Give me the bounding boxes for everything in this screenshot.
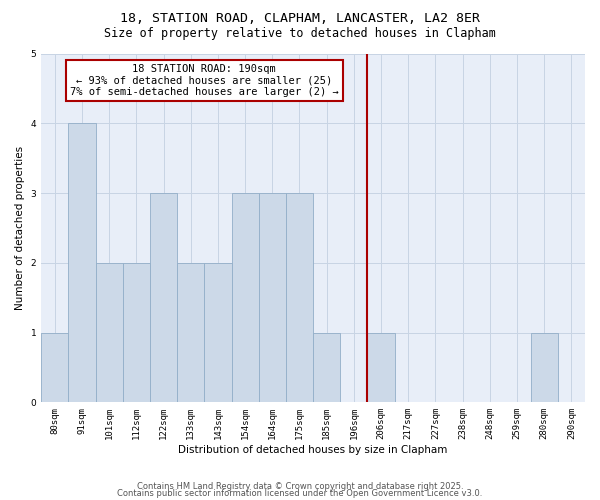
Bar [150,193,177,402]
Bar [177,263,205,402]
X-axis label: Distribution of detached houses by size in Clapham: Distribution of detached houses by size … [178,445,448,455]
Text: Size of property relative to detached houses in Clapham: Size of property relative to detached ho… [104,28,496,40]
Bar [367,332,395,402]
Bar [530,332,558,402]
Text: Contains public sector information licensed under the Open Government Licence v3: Contains public sector information licen… [118,490,482,498]
Bar [313,332,340,402]
Bar [286,193,313,402]
Bar [205,263,232,402]
Y-axis label: Number of detached properties: Number of detached properties [15,146,25,310]
Bar [41,332,68,402]
Bar [123,263,150,402]
Text: 18 STATION ROAD: 190sqm
← 93% of detached houses are smaller (25)
7% of semi-det: 18 STATION ROAD: 190sqm ← 93% of detache… [70,64,338,97]
Bar [95,263,123,402]
Bar [68,124,95,402]
Bar [232,193,259,402]
Bar [259,193,286,402]
Text: 18, STATION ROAD, CLAPHAM, LANCASTER, LA2 8ER: 18, STATION ROAD, CLAPHAM, LANCASTER, LA… [120,12,480,26]
Text: Contains HM Land Registry data © Crown copyright and database right 2025.: Contains HM Land Registry data © Crown c… [137,482,463,491]
